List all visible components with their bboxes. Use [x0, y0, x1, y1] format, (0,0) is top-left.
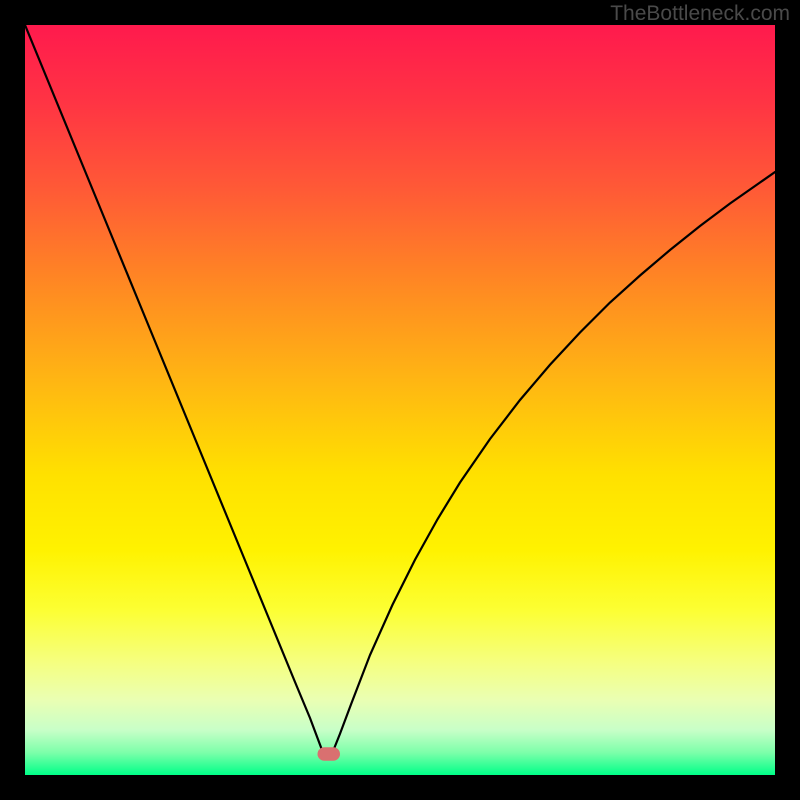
curve-left-branch: [25, 25, 327, 753]
watermark-text: TheBottleneck.com: [610, 2, 790, 26]
bottleneck-chart: [25, 25, 775, 775]
curve-right-branch: [333, 172, 776, 753]
chart-curve: [25, 25, 775, 775]
minimum-marker: [318, 747, 341, 761]
